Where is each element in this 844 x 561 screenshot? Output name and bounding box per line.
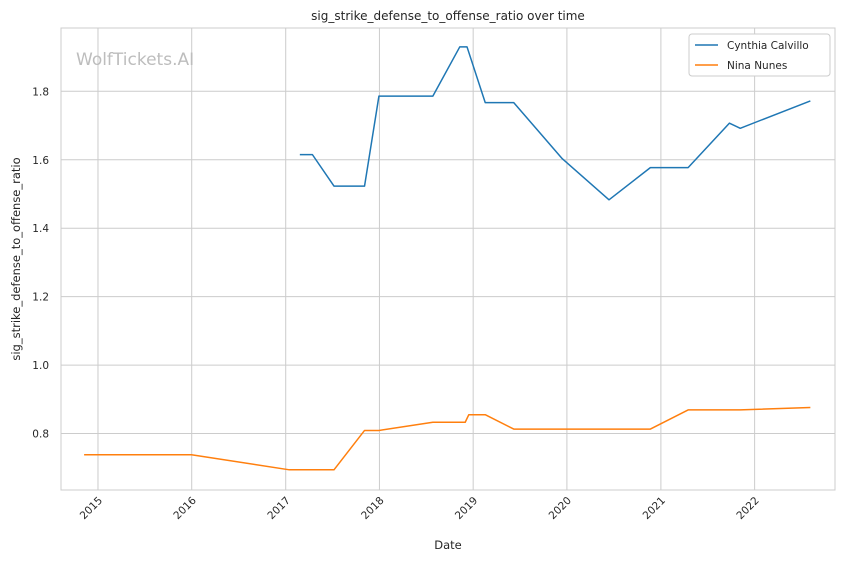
plot-area-frame [60, 27, 836, 491]
series-layer [84, 46, 811, 471]
y-tick-label: 0.8 [32, 429, 49, 441]
y-tick-label: 1.8 [32, 86, 49, 98]
y-axis-ticks: 0.8 1.0 1.2 1.4 1.6 1.8 [32, 86, 49, 440]
watermark: WolfTickets.AI [76, 50, 194, 70]
series-line-cynthia-calvillo [299, 46, 811, 201]
legend: Cynthia Calvillo Nina Nunes [688, 33, 831, 77]
legend-label-nina-nunes: Nina Nunes [727, 60, 787, 72]
y-tick-label: 1.0 [32, 360, 49, 372]
y-tick-label: 1.6 [32, 155, 49, 167]
x-axis-label: Date [434, 538, 462, 552]
chart-title: sig_strike_defense_to_offense_ratio over… [311, 9, 585, 23]
legend-label-cynthia-calvillo: Cynthia Calvillo [727, 40, 809, 52]
y-tick-label: 1.2 [32, 292, 49, 304]
y-axis-label: sig_strike_defense_to_offense_ratio [9, 157, 23, 360]
series-line-nina-nunes [84, 406, 811, 471]
legend-box [688, 33, 831, 77]
grid-lines [61, 28, 835, 490]
y-tick-label: 1.4 [32, 223, 49, 235]
